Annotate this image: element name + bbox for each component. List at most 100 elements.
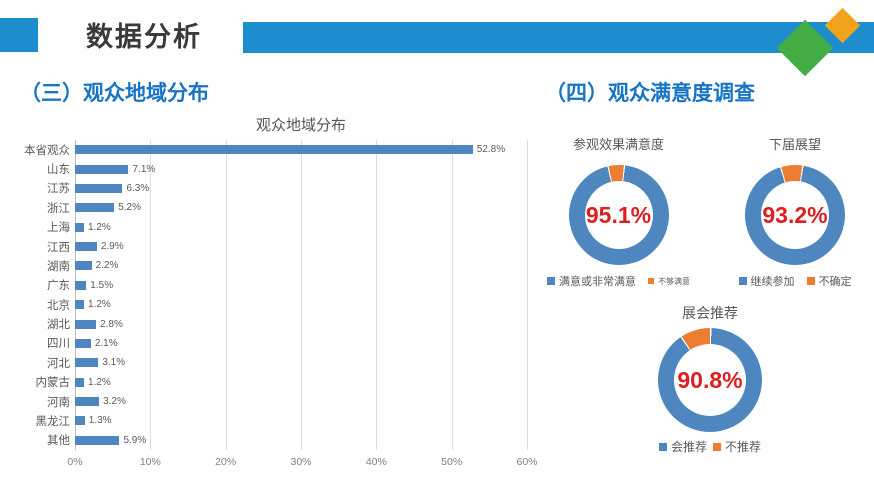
- donut-center-value: 90.8%: [677, 366, 743, 393]
- legend-label: 满意或非常满意: [559, 276, 636, 288]
- bar-category-label: 湖南: [47, 260, 70, 273]
- bar: [75, 242, 97, 252]
- bar-category-label: 北京: [47, 299, 70, 312]
- donut-legend: 继续参加 不确定: [720, 273, 870, 289]
- legend-swatch: [547, 277, 555, 285]
- bar-chart-gridlines: [75, 140, 528, 450]
- x-axis-tick-label: 30%: [290, 456, 312, 468]
- bar-value-label: 5.9%: [123, 434, 147, 446]
- x-axis-tick-label: 50%: [441, 456, 463, 468]
- bar-row: 湖南 2.2%: [18, 256, 548, 275]
- bar-category-label: 广东: [47, 280, 70, 293]
- bar: [75, 338, 91, 348]
- bar-row: 内蒙古 1.2%: [18, 373, 548, 392]
- bar: [75, 183, 123, 193]
- bar-value-label: 2.9%: [100, 241, 124, 253]
- bar-category-label: 河南: [47, 396, 70, 409]
- header-accent-right: [243, 22, 874, 53]
- bar: [75, 145, 473, 155]
- bar: [75, 261, 92, 271]
- bar-track: 7.1%: [75, 159, 527, 178]
- donut-ring: 93.2%: [745, 165, 845, 265]
- donut-ring: 95.1%: [568, 165, 669, 265]
- bar: [75, 358, 99, 368]
- legend-item: 不推荐: [713, 438, 761, 455]
- bar-row: 江西 2.9%: [18, 237, 548, 256]
- bar-value-label: 1.3%: [88, 415, 112, 427]
- bar-category-label: 湖北: [47, 319, 70, 332]
- bar-value-label: 1.2%: [88, 221, 111, 233]
- bar-row: 北京 1.2%: [18, 295, 548, 314]
- bar-track: 2.8%: [75, 314, 527, 333]
- bar-category-label: 本省观众: [24, 144, 70, 157]
- bar-row: 黑龙江 1.3%: [18, 411, 548, 430]
- section-heading-satisfaction-survey: （四）观众满意度调查: [545, 82, 755, 105]
- bar-value-label: 52.8%: [476, 144, 506, 156]
- bar: [75, 164, 129, 174]
- bar-row: 浙江 5.2%: [18, 198, 548, 217]
- x-axis-tick-label: 0%: [67, 456, 83, 468]
- bar: [75, 300, 85, 310]
- legend-label: 不够满意: [658, 276, 690, 286]
- bar-value-label: 5.2%: [118, 202, 141, 214]
- bar-value-label: 2.1%: [94, 337, 118, 349]
- bar-category-label: 浙江: [47, 202, 70, 215]
- bar-category-label: 河北: [47, 357, 70, 370]
- donut-title: 展会推荐: [682, 305, 738, 321]
- bar-value-label: 1.2%: [88, 376, 111, 388]
- page-title: 数据分析: [86, 22, 202, 52]
- x-axis-tick-label: 40%: [365, 456, 387, 468]
- bar-track: 1.2%: [75, 295, 527, 314]
- bar-row: 河北 3.1%: [18, 353, 548, 372]
- bar-row: 山东 7.1%: [18, 159, 548, 178]
- bar-track: 1.2%: [75, 218, 527, 237]
- bar-row: 四川 2.1%: [18, 334, 548, 353]
- donut-legend: 会推荐 不推荐: [625, 438, 795, 455]
- legend-label: 不确定: [818, 276, 852, 288]
- donut-center-value: 95.1%: [585, 201, 652, 228]
- legend-swatch: [713, 442, 721, 451]
- x-axis-tick-label: 10%: [139, 456, 161, 468]
- legend-item: 不够满意: [648, 276, 690, 287]
- donut-center-value: 93.2%: [762, 201, 828, 228]
- gridline: [225, 140, 227, 450]
- bar-track: 5.9%: [75, 431, 527, 450]
- legend-swatch: [648, 278, 654, 284]
- donut-chart-recommendation: 展会推荐 90.8% 会推荐 不推荐: [625, 303, 795, 455]
- bar-category-label: 江西: [47, 241, 70, 254]
- x-axis-tick-label: 60%: [516, 456, 538, 468]
- bar-chart-x-axis: 0% 10% 20% 30% 40% 50% 60%: [67, 456, 537, 470]
- gridline: [301, 140, 302, 450]
- bar-row: 本省观众 52.8%: [18, 140, 548, 159]
- legend-item: 继续参加: [738, 273, 795, 289]
- header-accent-left: [0, 18, 38, 52]
- bar-row: 广东 1.5%: [18, 276, 548, 295]
- bar-row: 河南 3.2%: [18, 392, 548, 411]
- bar-row: 江苏 6.3%: [18, 179, 548, 198]
- bar-category-label: 黑龙江: [35, 415, 71, 428]
- legend-label: 会推荐: [670, 440, 707, 454]
- bar-track: 3.2%: [75, 392, 527, 411]
- bar-track: 52.8%: [75, 140, 527, 159]
- donut-legend: 满意或非常满意 不够满意: [531, 273, 706, 289]
- gridline: [451, 140, 453, 450]
- gridline: [75, 140, 76, 450]
- bar-row: 其他 5.9%: [18, 431, 548, 450]
- bar: [75, 377, 85, 387]
- x-axis-tick-label: 20%: [215, 456, 237, 468]
- bar-track: 5.2%: [75, 198, 527, 217]
- bar-category-label: 四川: [47, 338, 70, 351]
- bar: [75, 222, 85, 232]
- bar-chart-title: 观众地域分布: [255, 117, 346, 134]
- bar-track: 1.5%: [75, 276, 527, 295]
- bar-track: 2.1%: [75, 334, 527, 353]
- bar-value-label: 1.2%: [88, 299, 111, 311]
- donut-title: 参观效果满意度: [572, 137, 664, 152]
- bar-value-label: 2.8%: [100, 318, 123, 330]
- bar-value-label: 6.3%: [126, 182, 150, 194]
- bar-value-label: 2.2%: [95, 260, 119, 272]
- bar-track: 1.2%: [75, 373, 527, 392]
- donut-title: 下届展望: [768, 137, 821, 152]
- bar-value-label: 3.2%: [103, 396, 126, 408]
